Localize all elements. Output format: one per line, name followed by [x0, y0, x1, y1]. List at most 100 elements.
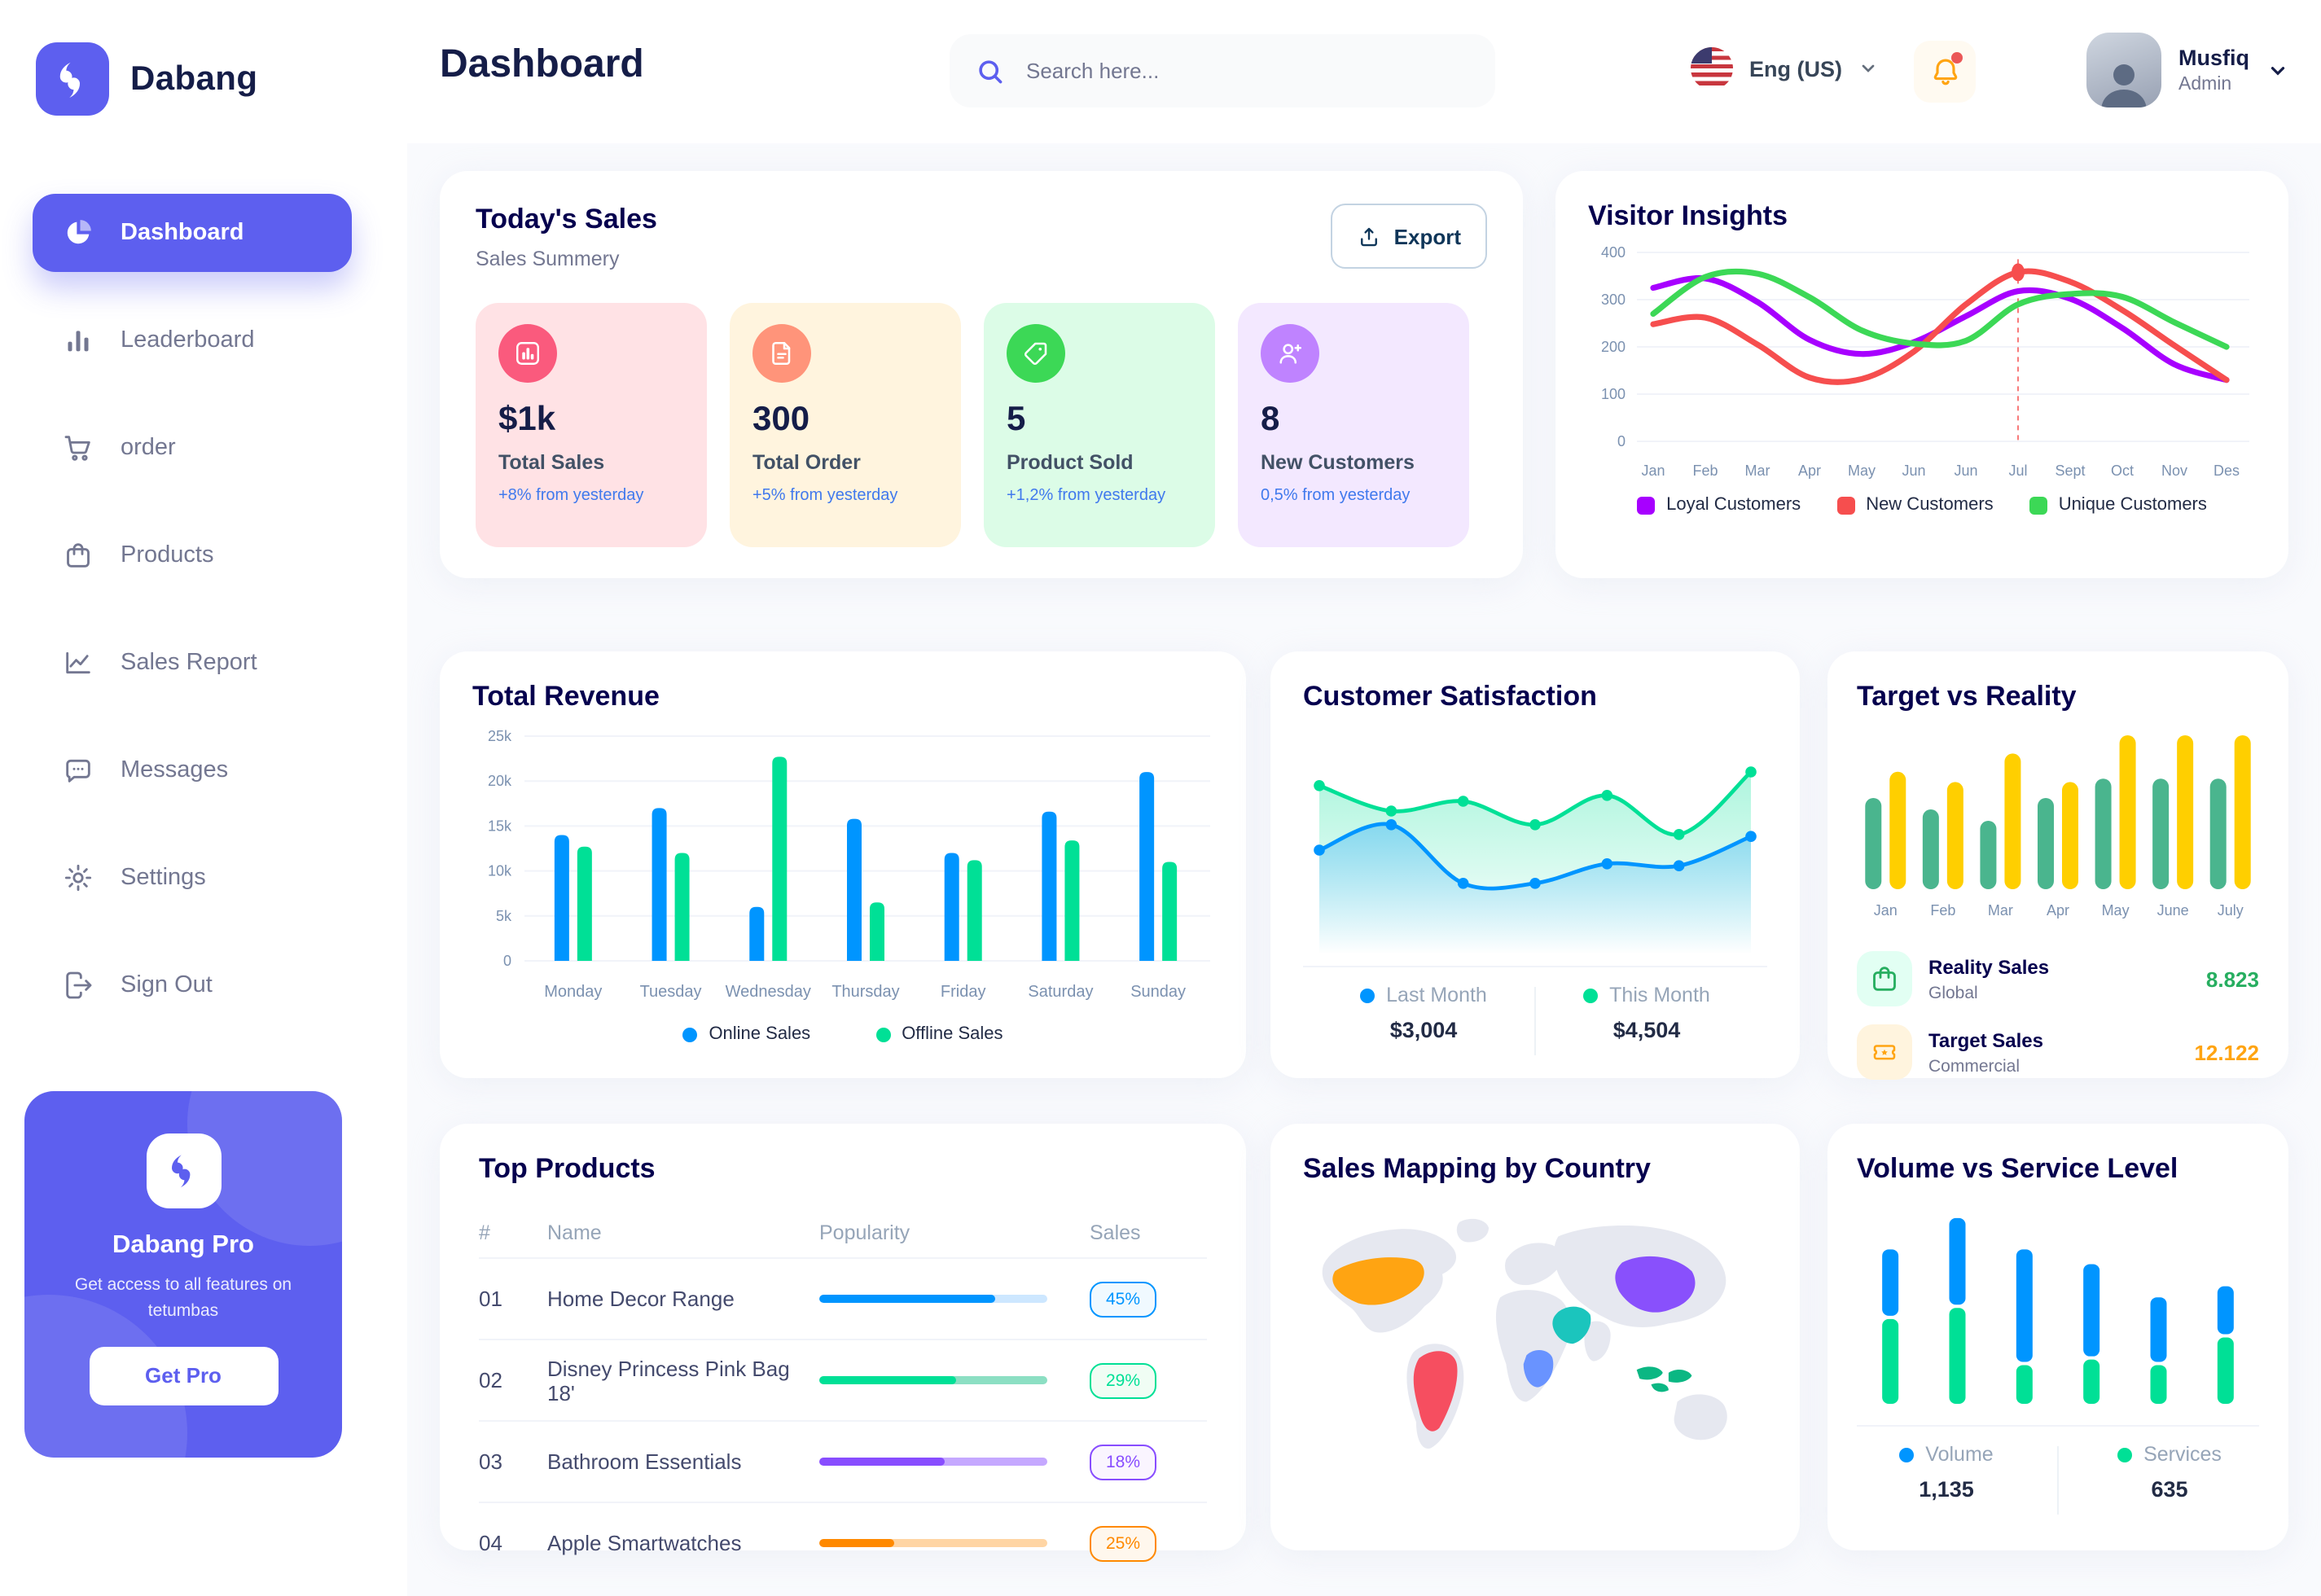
sidebar-item-leaderboard[interactable]: Leaderboard	[33, 301, 352, 379]
user-menu[interactable]: Musfiq Admin	[2086, 33, 2288, 107]
message-icon	[60, 752, 96, 788]
this-month-value: $4,504	[1612, 1018, 1681, 1042]
pro-title: Dabang Pro	[112, 1231, 254, 1259]
total-revenue-title: Total Revenue	[472, 681, 660, 712]
popularity-fill	[819, 1295, 995, 1303]
legend-label: New Customers	[1866, 495, 1994, 515]
svg-text:Apr: Apr	[2047, 902, 2069, 919]
summary-trend: +8% from yesterday	[498, 487, 644, 505]
user-role: Admin	[2178, 75, 2232, 94]
top-bar: Dashboard Eng (US)	[407, 0, 2321, 143]
sidebar-item-products[interactable]: Products	[33, 516, 352, 594]
sales-badge: 45%	[1090, 1281, 1157, 1317]
country-usa	[1332, 1257, 1424, 1305]
svg-text:Friday: Friday	[941, 983, 986, 1001]
pro-logo-icon	[146, 1133, 221, 1208]
country-saudi	[1552, 1306, 1591, 1344]
svg-text:Thursday: Thursday	[831, 983, 899, 1001]
cart-icon	[60, 430, 96, 466]
services-dot	[2117, 1447, 2133, 1462]
sidebar-item-dashboard[interactable]: Dashboard	[33, 194, 352, 272]
svg-text:100: 100	[1601, 386, 1626, 402]
svg-text:Sunday: Sunday	[1130, 983, 1186, 1001]
sidebar-item-sign-out[interactable]: Sign Out	[33, 946, 352, 1024]
app-logo: Dabang	[0, 0, 407, 116]
visitor-insights-card: Visitor Insights 0 100 200 300 400 Jan Feb Mar A…	[1555, 171, 2288, 578]
last-month-dot	[1360, 988, 1375, 1002]
svg-text:Sept: Sept	[2055, 463, 2085, 479]
sales-summary-card: 5 Product Sold +1,2% from yesterday	[984, 303, 1215, 547]
svg-text:400: 400	[1601, 244, 1626, 261]
legend-row-reality: Reality Sales Global 8.823	[1857, 951, 2259, 1006]
svg-text:200: 200	[1601, 339, 1626, 355]
logo-icon	[36, 42, 109, 116]
svg-text:0: 0	[503, 953, 511, 969]
language-selector[interactable]: Eng (US)	[1691, 47, 1878, 90]
svg-text:10k: 10k	[488, 863, 512, 879]
svg-text:Feb: Feb	[1930, 902, 1955, 919]
volume-total: 1,135	[1919, 1477, 1974, 1502]
legend-label: Online Sales	[709, 1024, 811, 1044]
legend-item-online-sales: Online Sales	[682, 1024, 810, 1044]
product-rank: 01	[479, 1287, 502, 1311]
language-label: Eng (US)	[1749, 56, 1842, 81]
svg-text:25k: 25k	[488, 728, 512, 744]
sales-cell: 18%	[1090, 1444, 1207, 1480]
get-pro-button[interactable]: Get Pro	[89, 1346, 278, 1405]
top-products-header: # Name Popularity Sales	[479, 1221, 1141, 1244]
svg-text:Mar: Mar	[1988, 902, 2013, 919]
top-products-title: Top Products	[479, 1153, 656, 1184]
popularity-bar	[819, 1458, 1047, 1466]
table-row: 02 Disney Princess Pink Bag 18' 29%	[479, 1339, 1207, 1420]
chevron-down-icon	[2271, 66, 2285, 75]
volume-vs-service-card: Volume vs Service Level Volume 1,135 Ser…	[1827, 1124, 2288, 1550]
sidebar-item-settings[interactable]: Settings	[33, 839, 352, 917]
svg-text:Des: Des	[2214, 463, 2240, 479]
legend-swatch	[1836, 496, 1855, 514]
target-vs-reality-chart: Jan Feb Mar Apr May June July	[1865, 735, 2251, 919]
product-name: Apple Smartwatches	[547, 1531, 742, 1555]
svg-text:Jun: Jun	[1902, 463, 1925, 479]
line-chart-icon	[60, 645, 96, 681]
popularity-fill	[819, 1539, 895, 1547]
search-bar[interactable]	[950, 34, 1495, 107]
popularity-bar	[819, 1295, 1047, 1303]
sidebar-item-messages[interactable]: Messages	[33, 731, 352, 809]
sidebar-item-label: order	[121, 435, 176, 461]
legend-desc: Commercial	[1928, 1056, 2020, 1076]
legend-swatch	[875, 1027, 891, 1041]
legend-item-offline-sales: Offline Sales	[875, 1024, 1003, 1044]
notifications-button[interactable]	[1914, 41, 1976, 103]
pro-upsell-card: Dabang Pro Get access to all features on…	[24, 1091, 342, 1458]
top-products-card: Top Products # Name Popularity Sales 01 H…	[440, 1124, 1246, 1561]
sales-mapping-card: Sales Mapping by Country	[1270, 1124, 1800, 1550]
chevron-down-icon	[1862, 64, 1875, 72]
sales-badge: 29%	[1090, 1362, 1157, 1398]
search-input[interactable]	[1023, 57, 1437, 85]
legend-swatch	[682, 1027, 698, 1041]
svg-text:Jun: Jun	[1954, 463, 1977, 479]
ticket-icon	[1857, 1024, 1912, 1080]
sidebar-item-order[interactable]: order	[33, 409, 352, 487]
legend-desc: Global	[1928, 983, 1978, 1002]
legend-text: Reality Sales Global	[1928, 955, 2049, 1002]
todays-sales-subtitle: Sales Summery	[476, 248, 620, 270]
table-row: 03 Bathroom Essentials 18%	[479, 1420, 1207, 1502]
export-button[interactable]: Export	[1330, 204, 1487, 269]
legend-value: 12.122	[2194, 1040, 2259, 1064]
summary-label: Product Sold	[1007, 451, 1134, 474]
product-rank: 03	[479, 1449, 502, 1474]
legend-text: Target Sales Commercial	[1928, 1028, 2043, 1076]
popularity-bar	[819, 1539, 1047, 1547]
sidebar-item-label: Messages	[121, 757, 229, 783]
this-month-dot	[1583, 988, 1599, 1002]
sales-summary-cards: $1k Total Sales +8% from yesterday 300 Total…	[476, 303, 1487, 547]
product-name: Disney Princess Pink Bag 18'	[547, 1356, 790, 1405]
visitor-insights-legend: Loyal Customers New Customers Unique Custo…	[1588, 495, 2256, 515]
svg-text:0: 0	[1617, 433, 1626, 449]
summary-trend: +1,2% from yesterday	[1007, 487, 1166, 505]
world-map	[1322, 1218, 1727, 1449]
svg-text:5k: 5k	[496, 908, 512, 924]
summary-trend: 0,5% from yesterday	[1261, 487, 1411, 505]
sidebar-item-sales-report[interactable]: Sales Report	[33, 624, 352, 702]
